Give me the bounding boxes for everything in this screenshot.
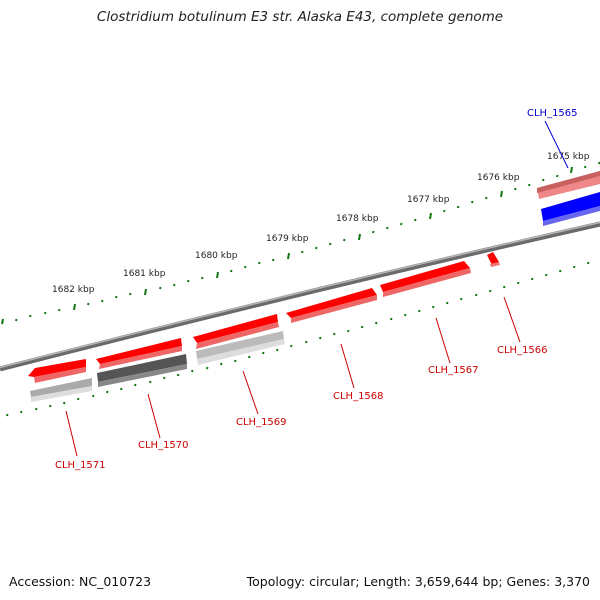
feature-block-clh-1565[interactable] [537, 171, 600, 199]
feature-block-clh-1569[interactable] [196, 331, 285, 365]
feature-block-clh-1571[interactable] [30, 378, 92, 402]
feature-block-clh-1570[interactable] [97, 354, 187, 387]
gene-arrow-clh-1571[interactable] [28, 359, 86, 383]
gene-arrow-clh-1569[interactable] [193, 314, 279, 349]
reverse-cds-track [541, 192, 600, 226]
ruler-label: 1680 kbp [195, 251, 238, 261]
gene-arrow-clh-1568[interactable] [286, 288, 377, 323]
accession-text: Accession: NC_010723 [9, 574, 152, 589]
gene-arrow-clh-1570[interactable] [96, 338, 182, 369]
gene-label-clh-1565[interactable]: CLH_1565 [527, 108, 578, 119]
forward-cds-track [28, 252, 500, 383]
ruler-label: 1682 kbp [52, 285, 95, 295]
inner-ruler [6, 261, 590, 417]
gene-leader-lines [65, 120, 569, 457]
ruler-label: 1681 kbp [123, 269, 166, 279]
ruler-label: 1679 kbp [266, 234, 309, 244]
ruler-label: 1675 kbp [547, 152, 590, 162]
gene-label-clh-1568[interactable]: CLH_1568 [333, 391, 384, 402]
ruler-label: 1677 kbp [407, 195, 450, 205]
ruler-labels: 1675 kbp 1676 kbp 1677 kbp 1678 kbp 1679… [52, 152, 590, 295]
genome-summary-text: Topology: circular; Length: 3,659,644 bp… [246, 574, 590, 589]
gene-arrow-clh-1566[interactable] [487, 252, 500, 267]
feature-track [30, 171, 600, 402]
ruler-label: 1678 kbp [336, 214, 379, 224]
map-title: Clostridium botulinum E3 str. Alaska E43… [96, 9, 504, 25]
genome-backbone [0, 221, 600, 372]
gene-label-clh-1566[interactable]: CLH_1566 [497, 345, 548, 356]
outer-ruler [1, 161, 600, 325]
gene-labels: CLH_1565 CLH_1566 CLH_1567 CLH_1568 CLH_… [55, 108, 578, 471]
gene-arrow-clh-1565[interactable] [541, 192, 600, 226]
gene-label-clh-1570[interactable]: CLH_1570 [138, 440, 189, 451]
gene-arrow-clh-1567[interactable] [380, 261, 471, 297]
gene-label-clh-1569[interactable]: CLH_1569 [236, 417, 287, 428]
ruler-label: 1676 kbp [477, 173, 520, 183]
gene-label-clh-1567[interactable]: CLH_1567 [428, 365, 479, 376]
gene-label-clh-1571[interactable]: CLH_1571 [55, 460, 106, 471]
